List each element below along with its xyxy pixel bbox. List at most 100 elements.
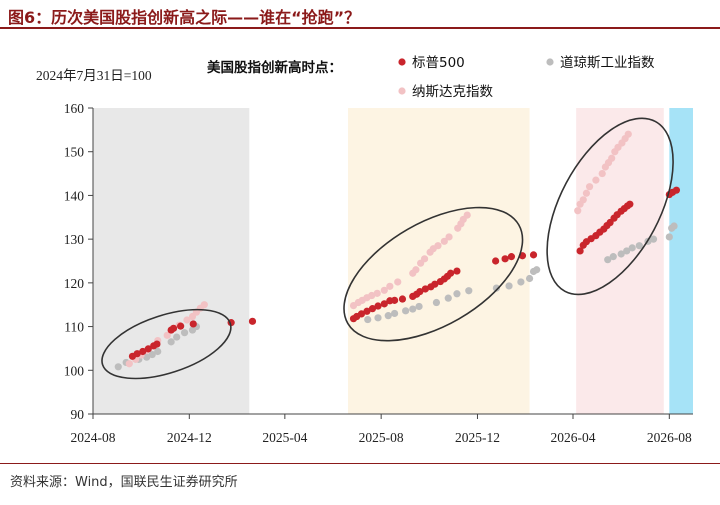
point-sp500 — [139, 347, 147, 356]
point-dow — [525, 274, 534, 283]
legend-marker-nasdaq — [398, 87, 406, 95]
point-sp500 — [453, 267, 461, 275]
y-tick-label: 90 — [71, 407, 85, 422]
point-dow — [390, 309, 399, 318]
x-tick-label: 2025-08 — [359, 430, 404, 445]
y-tick-label: 150 — [64, 145, 85, 160]
point-dow — [444, 294, 452, 302]
ellipse-1 — [101, 308, 232, 380]
point-dow — [665, 233, 673, 241]
legend-marker-dow — [546, 58, 554, 66]
y-tick-label: 130 — [64, 232, 85, 247]
point-dow — [609, 253, 617, 261]
point-dow — [623, 247, 631, 255]
point-dow — [173, 333, 181, 341]
point-sp500 — [398, 295, 407, 303]
ellipses — [101, 117, 674, 380]
point-dow — [180, 329, 189, 337]
legend-label-dow: 道琼斯工业指数 — [560, 55, 655, 71]
point-sp500 — [189, 320, 197, 328]
point-dow — [604, 256, 612, 264]
point-dow — [533, 266, 541, 274]
point-nasdaq — [592, 176, 600, 184]
point-dow — [628, 244, 636, 252]
point-dow — [617, 250, 625, 258]
point-dow — [167, 338, 175, 346]
legend: 美国股指创新高时点： 标普500 纳斯达克指数 道琼斯工业指数 — [207, 55, 655, 100]
y-tick-label: 100 — [64, 363, 85, 378]
point-dow — [465, 287, 473, 295]
x-tick-label: 2024-12 — [167, 430, 212, 445]
point-sp500 — [380, 300, 388, 308]
point-nasdaq — [412, 266, 420, 274]
point-dow — [432, 298, 441, 307]
point-dow — [492, 284, 501, 292]
point-sp500 — [431, 280, 439, 288]
point-dow — [635, 242, 643, 250]
point-nasdaq — [434, 242, 442, 250]
point-nasdaq — [585, 183, 594, 191]
x-tick-label: 2024-08 — [71, 430, 116, 445]
point-nasdaq — [386, 282, 394, 290]
x-tick-label: 2026-08 — [647, 430, 692, 445]
point-nasdaq — [368, 291, 376, 300]
point-sp500 — [368, 305, 377, 313]
point-sp500 — [626, 200, 634, 208]
y-tick-label: 110 — [64, 320, 84, 335]
point-dow — [517, 278, 525, 286]
point-dow — [374, 314, 382, 322]
highlight-band-1 — [93, 108, 250, 414]
point-dow — [154, 347, 162, 356]
highlight-band-4 — [669, 108, 693, 414]
point-sp500 — [153, 340, 161, 348]
point-nasdaq — [445, 233, 453, 241]
point-dow — [148, 350, 156, 359]
point-nasdaq — [579, 196, 587, 204]
highlight-band-2 — [348, 108, 530, 414]
point-sp500 — [501, 255, 509, 263]
point-sp500 — [492, 257, 500, 265]
point-nasdaq — [373, 289, 381, 297]
title-rule — [0, 27, 720, 29]
point-dow — [453, 290, 461, 298]
point-sp500 — [177, 322, 185, 330]
figure-title: 图6：历次美国股指创新高之际——谁在“抢跑”？ — [8, 8, 361, 27]
point-nasdaq — [125, 360, 133, 368]
x-tick-label: 2026-04 — [551, 430, 596, 445]
point-nasdaq — [440, 237, 448, 245]
ellipse-3 — [546, 117, 674, 296]
point-sp500 — [576, 247, 584, 255]
highlight-band-3 — [576, 108, 664, 414]
point-sp500 — [529, 251, 538, 259]
point-nasdaq — [624, 130, 632, 138]
legend-title: 美国股指创新高时点： — [207, 59, 342, 76]
point-sp500 — [169, 324, 178, 332]
y-tick-label: 160 — [64, 101, 85, 116]
x-tick-label: 2025-04 — [262, 430, 307, 445]
point-sp500 — [248, 317, 257, 325]
scatter-points — [114, 130, 681, 371]
highlight-bands — [93, 108, 693, 414]
source-note: 资料来源：Wind，国联民生证券研究所 — [10, 475, 238, 490]
footer-rule — [0, 463, 720, 464]
point-nasdaq — [163, 331, 171, 339]
point-dow — [409, 305, 417, 313]
point-dow — [402, 307, 410, 315]
y-tick-label: 120 — [64, 276, 85, 291]
point-dow — [670, 222, 678, 230]
point-nasdaq — [183, 316, 191, 324]
point-nasdaq — [582, 189, 591, 197]
point-nasdaq — [394, 278, 402, 286]
point-sp500 — [144, 345, 152, 353]
base-note: 2024年7月31日=100 — [36, 68, 152, 83]
point-dow — [384, 312, 392, 320]
legend-label-sp500: 标普500 — [412, 55, 465, 71]
legend-label-nasdaq: 纳斯达克指数 — [412, 84, 493, 100]
point-sp500 — [133, 350, 141, 358]
x-tick-label: 2025-12 — [455, 430, 500, 445]
point-dow — [364, 315, 372, 324]
ellipse-2 — [343, 206, 524, 342]
point-dow — [505, 282, 513, 290]
point-nasdaq — [574, 207, 582, 215]
